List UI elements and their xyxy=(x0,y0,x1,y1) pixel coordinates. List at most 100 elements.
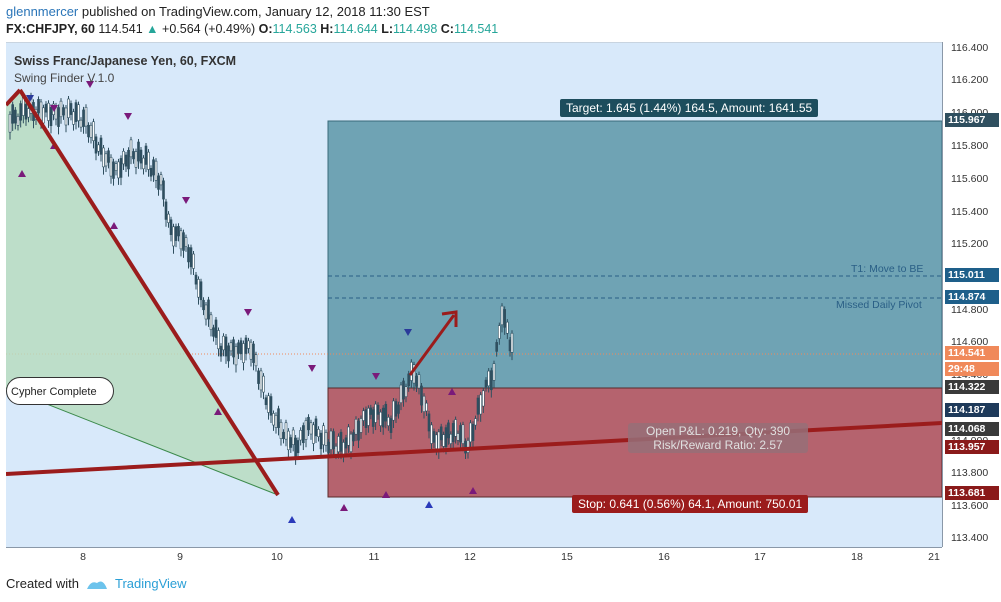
low-value: 114.498 xyxy=(393,22,438,36)
candle-body xyxy=(492,363,496,381)
price-tick: 114.800 xyxy=(951,304,989,316)
candle-body xyxy=(387,416,390,426)
price-tick: 113.400 xyxy=(951,532,989,544)
swing-low-marker xyxy=(469,487,477,494)
candle-body xyxy=(420,385,423,406)
symbol-title: Swiss Franc/Japanese Yen, 60, FXCM xyxy=(14,54,237,68)
candle-body xyxy=(127,149,130,170)
candle-body xyxy=(324,432,328,446)
candle-body xyxy=(147,151,150,170)
candle-body xyxy=(69,103,73,115)
time-tick: 18 xyxy=(851,551,863,563)
stop-label[interactable]: Stop: 0.641 (0.56%) 64.1, Amount: 750.01 xyxy=(572,495,809,513)
price-flag: 114.322 xyxy=(945,380,999,394)
candle-body xyxy=(82,109,85,127)
candle-body xyxy=(144,145,148,165)
candle-body xyxy=(117,161,120,179)
price-flag: 29:48 xyxy=(945,362,999,376)
cypher-callout[interactable]: Cypher Complete xyxy=(6,377,114,405)
projection-arrow-line xyxy=(408,314,456,376)
swing-low-marker xyxy=(214,408,222,415)
candle-body xyxy=(209,314,213,330)
candle-body xyxy=(57,107,60,127)
candle-body xyxy=(490,370,493,391)
candle-body xyxy=(77,104,80,121)
candle-body xyxy=(425,402,428,412)
candle-body xyxy=(11,104,14,124)
candle-body xyxy=(282,431,285,440)
swing-high-marker xyxy=(404,329,412,336)
candle-body xyxy=(319,432,323,450)
candle-body xyxy=(312,424,315,444)
candle-body xyxy=(422,395,426,412)
publish-header: glennmercer published on TradingView.com… xyxy=(6,4,430,19)
candle-body xyxy=(466,440,470,453)
time-axis[interactable]: 8 9 10 11 12 15 16 17 18 21 xyxy=(6,547,942,568)
candle-body xyxy=(104,153,108,167)
candle-body xyxy=(249,341,253,360)
candle-body xyxy=(498,325,501,339)
chart-pane[interactable]: Target: 1.645 (1.44%) 164.5, Amount: 164… xyxy=(6,42,942,548)
candle-body xyxy=(257,370,260,384)
target-label[interactable]: Target: 1.645 (1.44%) 164.5, Amount: 164… xyxy=(560,99,819,117)
candle-body xyxy=(197,279,200,298)
tradingview-link[interactable]: TradingView xyxy=(114,576,187,591)
candle-body xyxy=(174,226,178,241)
price-flag: 114.187 xyxy=(945,403,999,417)
candle-body xyxy=(192,253,195,269)
candle-body xyxy=(112,161,115,179)
time-tick: 21 xyxy=(928,551,940,563)
candle-body xyxy=(359,418,363,433)
candle-body xyxy=(269,396,273,416)
author-link[interactable]: glennmercer xyxy=(6,4,79,19)
candlestick-series xyxy=(8,92,514,465)
candle-body xyxy=(344,437,348,449)
candle-body xyxy=(327,441,330,454)
candle-body xyxy=(242,343,245,363)
swing-low-marker xyxy=(18,170,26,177)
candle-body xyxy=(92,121,95,141)
candle-body xyxy=(474,418,477,426)
candle-body xyxy=(217,330,220,350)
candle-body xyxy=(354,418,358,435)
candle-body xyxy=(244,337,248,354)
swing-high-marker xyxy=(86,81,94,88)
candle-body xyxy=(119,158,123,178)
pivot-label: Missed Daily Pivot xyxy=(836,299,922,311)
candle-body xyxy=(415,375,418,387)
swing-low-marker xyxy=(110,222,118,229)
risk-reward-text: Risk/Reward Ratio: 2.57 xyxy=(653,438,783,452)
candle-body xyxy=(232,339,235,358)
candle-body xyxy=(14,109,17,124)
candle-body xyxy=(427,413,431,432)
candle-body xyxy=(264,397,268,406)
candle-body xyxy=(381,407,385,428)
price-tick: 115.800 xyxy=(951,140,989,152)
cypher-leg-line xyxy=(6,88,22,107)
price-change: +0.564 (+0.49%) xyxy=(162,22,256,36)
candle-body xyxy=(439,426,443,441)
candle-body xyxy=(74,102,78,122)
candle-body xyxy=(506,321,509,334)
candle-body xyxy=(37,99,40,114)
swing-low-marker xyxy=(288,516,296,523)
candle-body xyxy=(289,437,293,448)
target-zone xyxy=(327,120,942,389)
tradingview-logo-icon xyxy=(86,580,107,589)
candle-body xyxy=(42,107,45,124)
candle-body xyxy=(162,180,165,200)
candle-body xyxy=(442,434,445,447)
candle-body xyxy=(172,226,175,247)
candle-body xyxy=(364,409,368,428)
price-tick: 114.600 xyxy=(951,336,989,348)
candle-body xyxy=(329,430,333,450)
candle-body xyxy=(456,433,460,441)
candle-body xyxy=(435,434,438,450)
candle-body xyxy=(222,335,225,351)
price-axis[interactable]: 116.400116.200116.000115.800115.600115.4… xyxy=(942,42,1001,547)
candle-body xyxy=(334,445,338,455)
candle-body xyxy=(284,422,288,440)
candle-body xyxy=(169,219,173,235)
candle-body xyxy=(187,247,190,263)
chart-canvas[interactable] xyxy=(6,43,942,548)
